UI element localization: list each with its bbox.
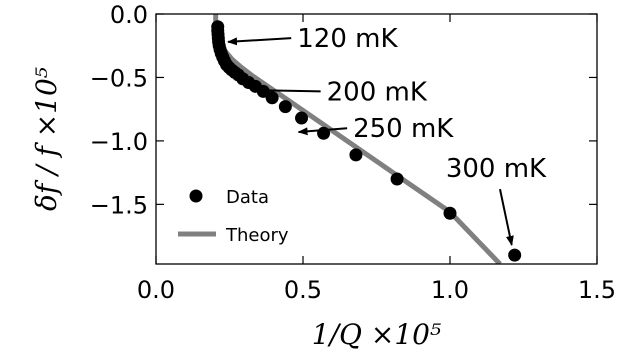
data-point [295, 111, 309, 125]
annotation-label: 200 mK [327, 77, 428, 107]
x-tick-label: 0.0 [137, 276, 175, 304]
y-tick-label: −1.0 [90, 128, 148, 156]
annotation-arrow [297, 127, 348, 136]
annotation-arrow [252, 86, 321, 95]
x-tick-label: 0.5 [284, 276, 322, 304]
annotation-label: 120 mK [297, 24, 398, 54]
y-axis-title: δf / f ×10⁵ [30, 67, 63, 211]
axis-ticks: 0.0 0.5 1.0 1.5 0.0 −0.5 −1.0 −1.5 [90, 1, 616, 304]
data-point [508, 248, 522, 262]
data-point [265, 91, 279, 105]
y-tick-label: −1.5 [90, 191, 148, 219]
y-tick-label: 0.0 [110, 1, 148, 29]
annotations: 120 mK 200 mK 250 mK 300 mK [227, 24, 547, 246]
x-tick-label: 1.5 [578, 276, 616, 304]
data-point [349, 148, 363, 162]
data-series [211, 20, 522, 262]
legend: Data Theory [178, 187, 289, 246]
x-tick-label: 1.0 [431, 276, 469, 304]
x-axis-title: 1/Q ×10⁵ [312, 318, 441, 351]
annotation-label: 250 mK [353, 114, 454, 144]
plot-frame [155, 13, 598, 265]
axis-titles: 1/Q ×10⁵ δf / f ×10⁵ [30, 67, 441, 351]
y-tick-label: −0.5 [90, 64, 148, 92]
legend-label-theory: Theory [225, 225, 289, 246]
data-point [278, 100, 292, 114]
data-point [390, 172, 404, 186]
legend-marker-data [189, 189, 203, 203]
annotation-arrow [227, 37, 292, 46]
annotation-label: 300 mK [446, 154, 547, 184]
annotation-arrow [499, 188, 514, 246]
data-point [443, 206, 457, 220]
legend-label-data: Data [226, 187, 269, 208]
